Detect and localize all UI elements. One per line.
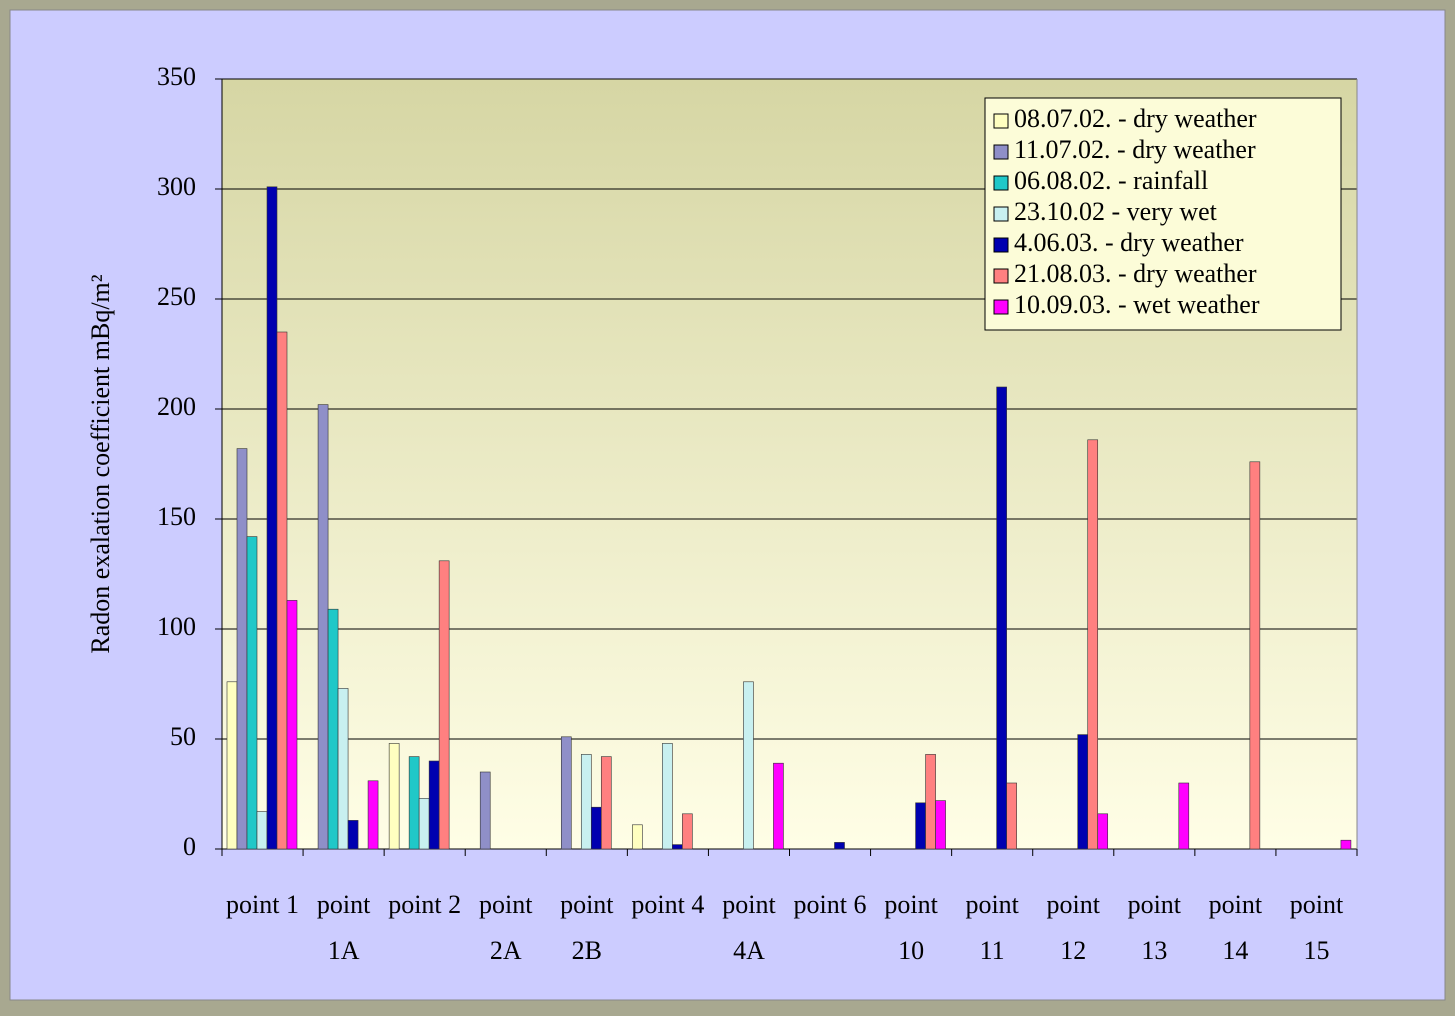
legend-label: 11.07.02. - dry weather (1014, 135, 1256, 164)
bar (347, 820, 359, 850)
bar (662, 743, 673, 850)
bar (418, 798, 430, 850)
bar (996, 386, 1007, 850)
bar (682, 813, 693, 850)
bar (256, 811, 268, 850)
legend-swatch (993, 206, 1009, 222)
legend-swatch (993, 113, 1009, 129)
legend-swatch (993, 299, 1009, 315)
bar (438, 560, 450, 850)
y-tick-label: 200 (157, 392, 196, 421)
y-tick-label: 350 (157, 62, 196, 91)
y-tick-label: 150 (157, 502, 196, 531)
bar (925, 754, 936, 850)
bar (1249, 461, 1261, 850)
x-tick-label: point 11 (965, 890, 1019, 965)
x-tick-label: point 13 (1127, 890, 1182, 965)
x-tick-label: point 4A (722, 890, 776, 965)
legend-label: 06.08.02. - rainfall (1014, 166, 1208, 195)
bar (560, 736, 572, 850)
bar (1340, 839, 1352, 850)
legend-swatch (993, 237, 1009, 253)
legend-label: 4.06.03. - dry weather (1014, 228, 1244, 257)
legend-swatch (993, 144, 1009, 160)
x-tick-label: point 2B (560, 890, 614, 965)
bar (600, 756, 612, 850)
bar (834, 842, 845, 850)
x-tick-label: point 10 (884, 890, 938, 965)
bar (479, 771, 491, 850)
bar (1097, 813, 1109, 850)
legend-label: 23.10.02 - very wet (1014, 197, 1218, 226)
bar (266, 186, 278, 850)
y-tick-label: 250 (157, 282, 196, 311)
x-tick-label: point 2A (479, 890, 533, 965)
legend-label: 21.08.03. - dry weather (1014, 259, 1257, 288)
bar (276, 331, 288, 850)
bar (1077, 734, 1089, 850)
bar (286, 600, 298, 850)
x-tick-label: point 15 (1289, 890, 1344, 965)
legend-swatch (993, 175, 1009, 191)
bar (915, 802, 926, 850)
y-tick-label: 100 (157, 612, 196, 641)
bar (1178, 782, 1190, 850)
bar (1087, 439, 1099, 850)
x-tick-label: point 2 (388, 890, 462, 919)
x-tick-label: point 6 (793, 890, 867, 919)
bar (246, 536, 258, 850)
bar (408, 756, 420, 850)
y-tick-label: 300 (157, 172, 196, 201)
bar (226, 681, 238, 850)
x-tick-label: point 4 (631, 890, 705, 919)
bar (236, 448, 248, 850)
bar (773, 762, 784, 850)
bar (1006, 782, 1017, 850)
bar (590, 806, 602, 850)
legend-box (984, 97, 1342, 331)
bar (337, 688, 349, 850)
y-tick-label: 50 (170, 722, 196, 751)
legend-label: 08.07.02. - dry weather (1014, 104, 1257, 133)
bar (367, 780, 379, 850)
legend-label: 10.09.03. - wet weather (1014, 290, 1260, 319)
bar (672, 844, 683, 850)
legend-swatch (993, 268, 1009, 284)
y-tick-label: 0 (183, 832, 196, 861)
x-tick-label: point 1 (226, 890, 299, 919)
bar (428, 760, 440, 850)
x-tick-label: point 12 (1046, 890, 1100, 965)
bar (580, 754, 592, 850)
bar (632, 824, 643, 850)
bar (935, 800, 946, 850)
bar (327, 608, 339, 850)
x-tick-label: point 14 (1208, 890, 1263, 965)
bar (317, 404, 329, 850)
bar (743, 681, 754, 850)
y-axis-title: Radon exalation coefficient mBq/m² (86, 274, 115, 653)
bar (388, 743, 400, 850)
x-tick-label: point 1A (316, 890, 371, 965)
